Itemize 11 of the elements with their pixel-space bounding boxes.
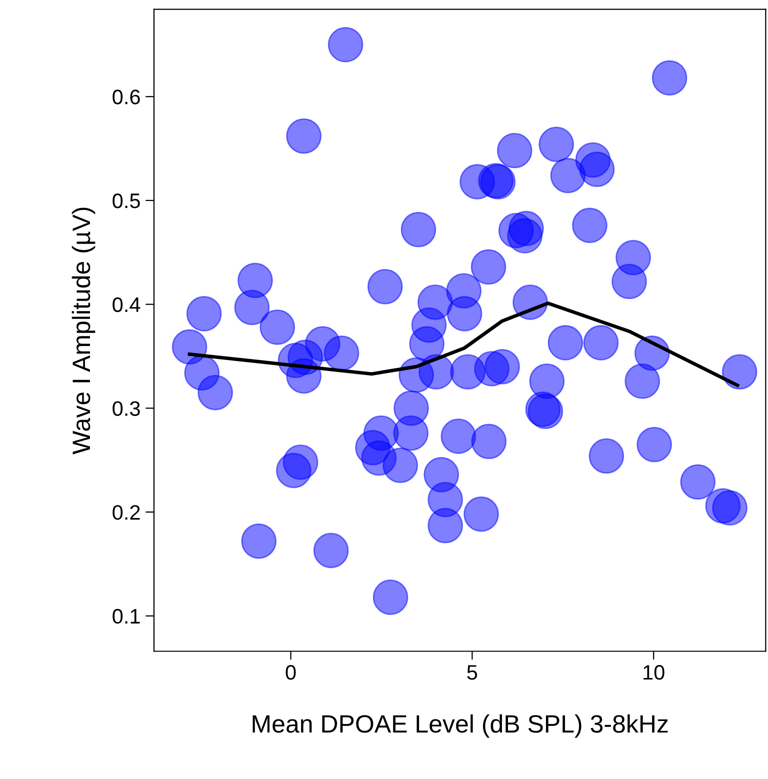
y-tick-label: 0.3 (112, 401, 140, 416)
x-tick-label: 5 (467, 665, 478, 680)
y-axis-title: Wave I Amplitude (µV) (72, 208, 96, 454)
y-tick-label: 0.6 (112, 90, 140, 104)
x-axis-title: Mean DPOAE Level (dB SPL) 3-8kHz (252, 714, 668, 738)
y-tick-label: 0.4 (112, 297, 140, 312)
y-tick-label: 0.2 (112, 505, 140, 520)
x-tick-label: 10 (644, 664, 664, 680)
x-tick-label: 0 (286, 664, 296, 680)
y-tick-label: 0.1 (112, 608, 140, 624)
y-tick-label: 0.5 (112, 193, 140, 208)
